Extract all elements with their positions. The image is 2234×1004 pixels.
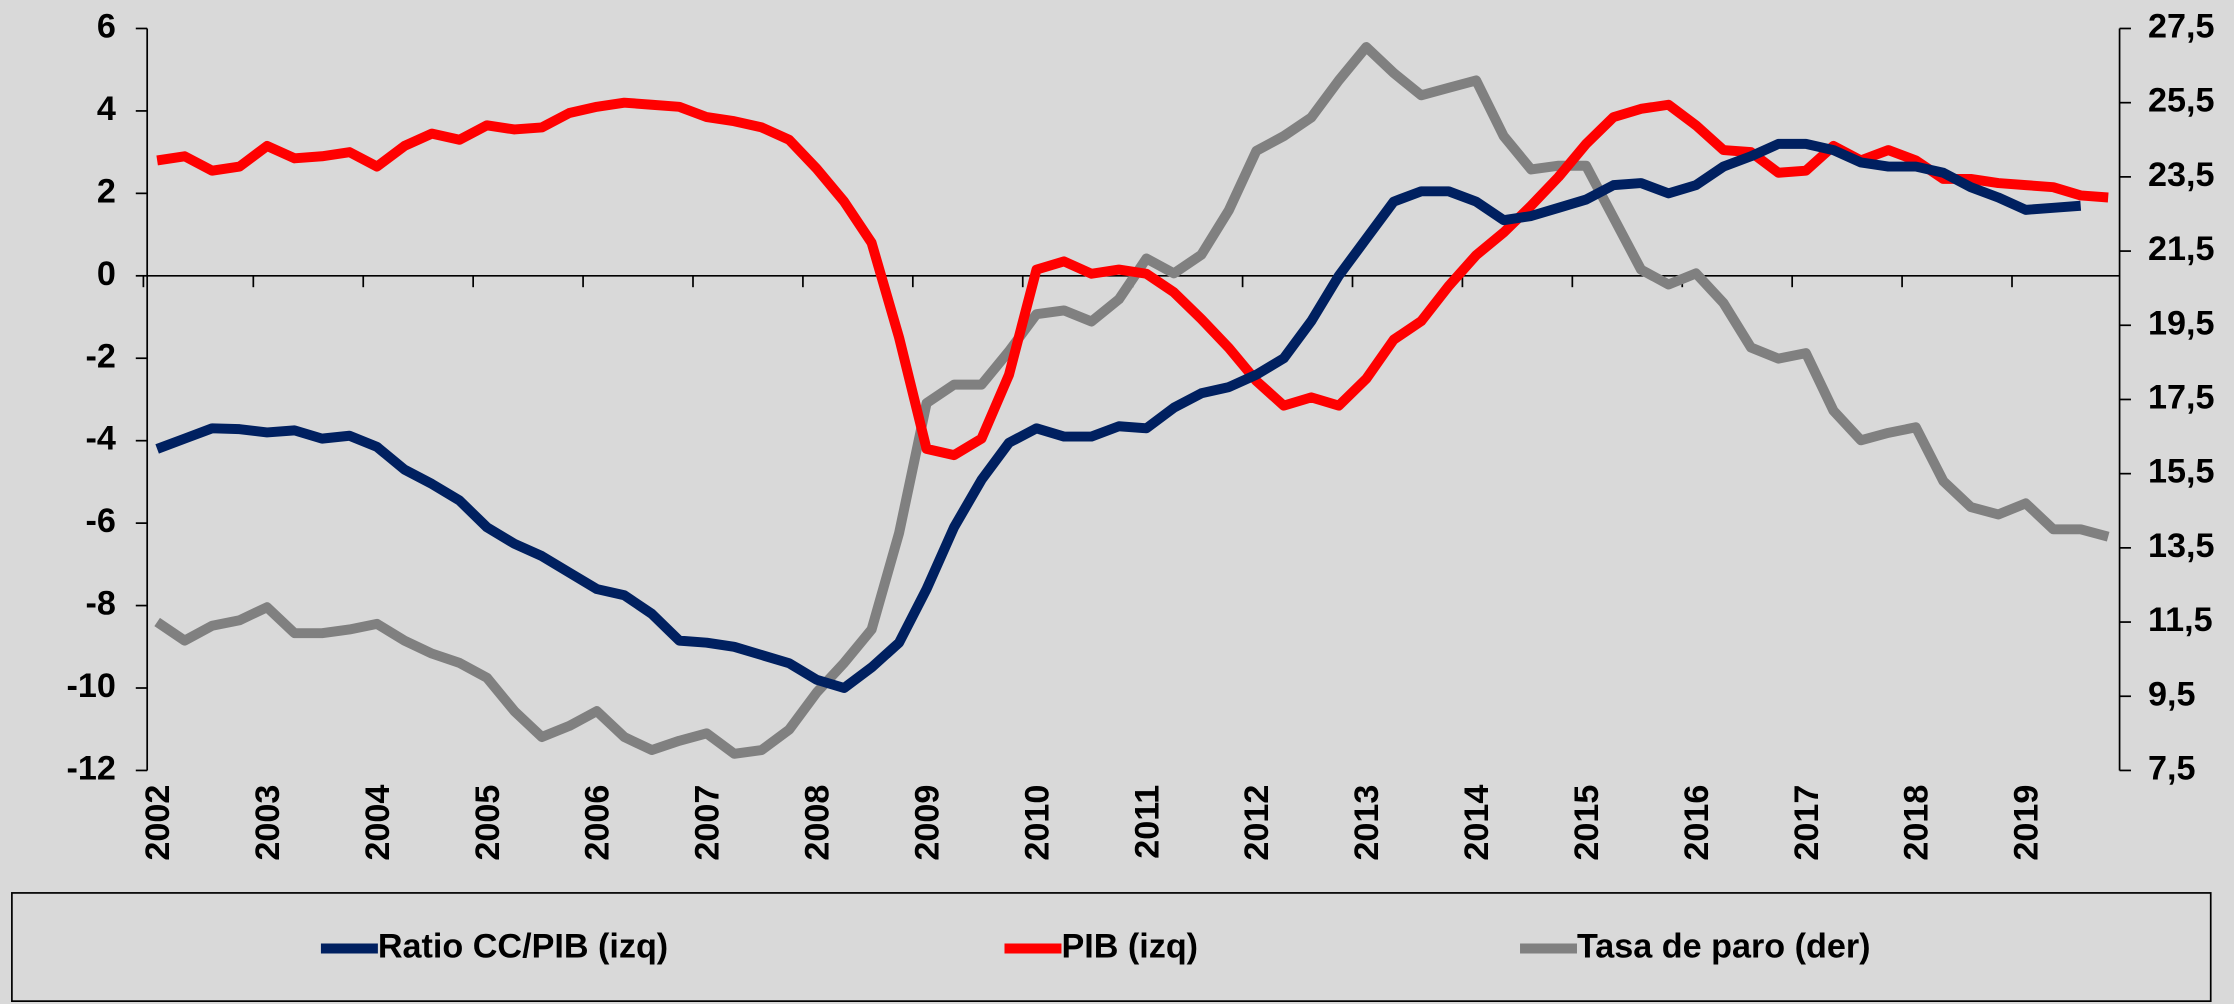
y-tick-label: 4 [97, 90, 116, 128]
y-tick-label: -10 [66, 667, 115, 705]
x-tick-label: 2004 [359, 785, 397, 861]
x-tick-label: 2012 [1238, 785, 1276, 861]
y2-tick-label: 19,5 [2148, 304, 2214, 342]
x-tick-label: 2014 [1458, 785, 1496, 861]
x-tick-label: 2015 [1568, 785, 1606, 861]
legend-label: Ratio CC/PIB (izq) [378, 927, 668, 965]
x-tick-label: 2019 [2008, 785, 2046, 861]
series-line [156, 97, 2109, 461]
y2-tick-label: 21,5 [2148, 230, 2214, 268]
x-tick-label: 2011 [1128, 785, 1166, 859]
x-tick-label: 2006 [579, 785, 617, 861]
y2-tick-label: 17,5 [2148, 378, 2214, 416]
legend-label: PIB (izq) [1061, 927, 1198, 965]
x-tick-label: 2002 [139, 785, 177, 861]
y-tick-label: -8 [85, 585, 115, 623]
y-tick-label: 2 [97, 172, 116, 210]
y2-tick-label: 27,5 [2148, 8, 2214, 46]
y2-tick-label: 25,5 [2148, 82, 2214, 120]
legend-box [11, 892, 2212, 1003]
y-tick-label: -4 [85, 420, 115, 458]
y2-tick-label: 13,5 [2148, 527, 2214, 565]
series-line [155, 138, 2082, 693]
y2-tick-label: 9,5 [2148, 675, 2195, 713]
y-tick-label: 6 [97, 8, 116, 46]
y2-tick-label: 11,5 [2148, 601, 2213, 639]
x-tick-label: 2010 [1018, 785, 1056, 861]
x-tick-label: 2018 [1898, 785, 1936, 861]
x-tick-label: 2005 [469, 785, 507, 861]
x-tick-label: 2016 [1678, 785, 1716, 861]
x-tick-label: 2009 [908, 785, 946, 861]
y2-tick-label: 7,5 [2148, 749, 2195, 787]
y-tick-label: 0 [97, 255, 116, 293]
x-tick-label: 2008 [799, 785, 837, 861]
series-line [154, 42, 2110, 759]
y-tick-label: -6 [85, 502, 115, 540]
y2-tick-label: 15,5 [2148, 453, 2214, 491]
y-tick-label: -12 [66, 749, 115, 787]
y-tick-label: -2 [85, 337, 115, 375]
x-tick-label: 2007 [689, 785, 727, 861]
x-tick-label: 2013 [1348, 785, 1386, 861]
y2-tick-label: 23,5 [2148, 156, 2214, 194]
x-tick-label: 2017 [1788, 785, 1826, 861]
x-tick-label: 2003 [249, 785, 287, 861]
legend-label: Tasa de paro (der) [1577, 927, 1871, 965]
